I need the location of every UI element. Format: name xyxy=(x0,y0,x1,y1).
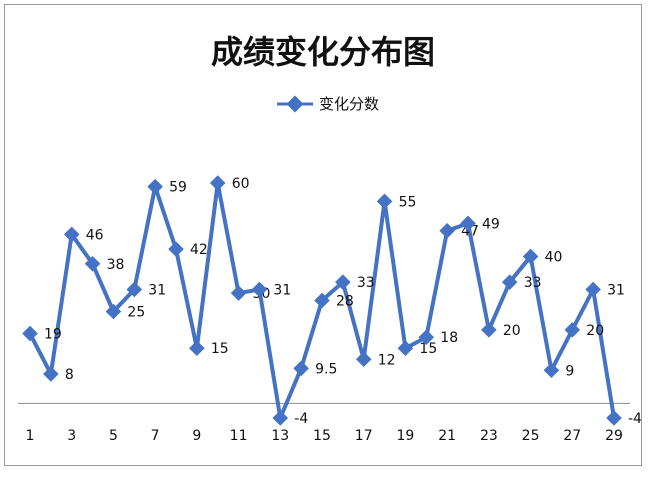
x-tick-label: 25 xyxy=(522,428,540,444)
data-point-marker xyxy=(209,175,226,191)
data-label: 46 xyxy=(86,227,104,243)
x-tick-label: 21 xyxy=(438,428,456,444)
data-point-marker xyxy=(376,193,393,210)
data-label: 31 xyxy=(273,282,291,298)
x-tick-label: 11 xyxy=(230,428,248,444)
data-point-marker xyxy=(585,281,601,298)
data-point-marker xyxy=(251,281,268,298)
data-point-marker xyxy=(397,340,414,357)
data-point-marker xyxy=(168,241,184,257)
data-label: 18 xyxy=(440,330,458,346)
data-label: 33 xyxy=(524,275,542,291)
data-point-marker xyxy=(564,322,581,338)
x-tick-label: 5 xyxy=(109,428,118,444)
x-tick-label: 27 xyxy=(563,428,581,444)
legend-marker-icon xyxy=(277,95,313,112)
x-tick-label: 23 xyxy=(480,428,498,444)
legend-label: 变化分数 xyxy=(319,95,380,113)
data-label: -4 xyxy=(294,411,308,427)
data-label: 15 xyxy=(419,341,437,357)
data-label: 55 xyxy=(399,194,417,210)
data-point-marker xyxy=(293,360,309,377)
x-tick-label: 1 xyxy=(26,428,35,444)
data-point-marker xyxy=(189,340,205,357)
data-point-marker xyxy=(481,322,497,338)
legend: 变化分数 xyxy=(275,93,379,114)
chart-title: 成绩变化分布图 xyxy=(210,33,435,71)
data-point-marker xyxy=(22,325,38,342)
data-label: 59 xyxy=(169,180,187,196)
data-label: 38 xyxy=(107,257,125,273)
data-point-marker xyxy=(230,285,247,301)
data-label: 40 xyxy=(545,249,563,265)
x-tick-label: 9 xyxy=(192,428,201,444)
data-label: 31 xyxy=(607,282,625,298)
data-label: 42 xyxy=(190,242,208,258)
data-point-marker xyxy=(439,222,455,239)
data-point-marker xyxy=(460,215,476,232)
data-label: 19 xyxy=(44,327,62,343)
data-label: 9.5 xyxy=(315,361,337,377)
data-label: 20 xyxy=(503,323,521,339)
data-point-marker xyxy=(543,362,560,379)
data-label: 33 xyxy=(357,275,375,291)
data-point-marker xyxy=(126,281,143,298)
data-label: 25 xyxy=(127,305,145,321)
data-label: 49 xyxy=(482,216,500,232)
data-point-marker xyxy=(63,226,80,243)
x-tick-label: 13 xyxy=(271,428,289,444)
chart-frame: 成绩变化分布图 变化分数 xyxy=(4,4,642,466)
data-label: -4 xyxy=(628,411,642,427)
data-label: 20 xyxy=(586,323,604,339)
data-label: 60 xyxy=(232,176,250,192)
data-point-marker xyxy=(43,366,59,382)
data-label: 28 xyxy=(336,294,354,310)
x-tick-label: 3 xyxy=(67,428,76,444)
data-point-marker xyxy=(355,351,372,368)
x-tick-label: 17 xyxy=(355,428,373,444)
data-label: 8 xyxy=(65,367,74,383)
data-label: 15 xyxy=(211,341,229,357)
x-tick-label: 15 xyxy=(313,428,331,444)
data-point-marker xyxy=(147,178,163,195)
x-tick-label: 7 xyxy=(151,428,160,444)
x-tick-label: 29 xyxy=(605,428,623,444)
x-tick-label: 19 xyxy=(397,428,415,444)
data-label: 31 xyxy=(148,282,166,298)
data-label: 9 xyxy=(565,363,574,379)
data-label: 12 xyxy=(378,352,396,368)
data-point-marker xyxy=(272,410,289,426)
data-point-marker xyxy=(606,410,622,426)
